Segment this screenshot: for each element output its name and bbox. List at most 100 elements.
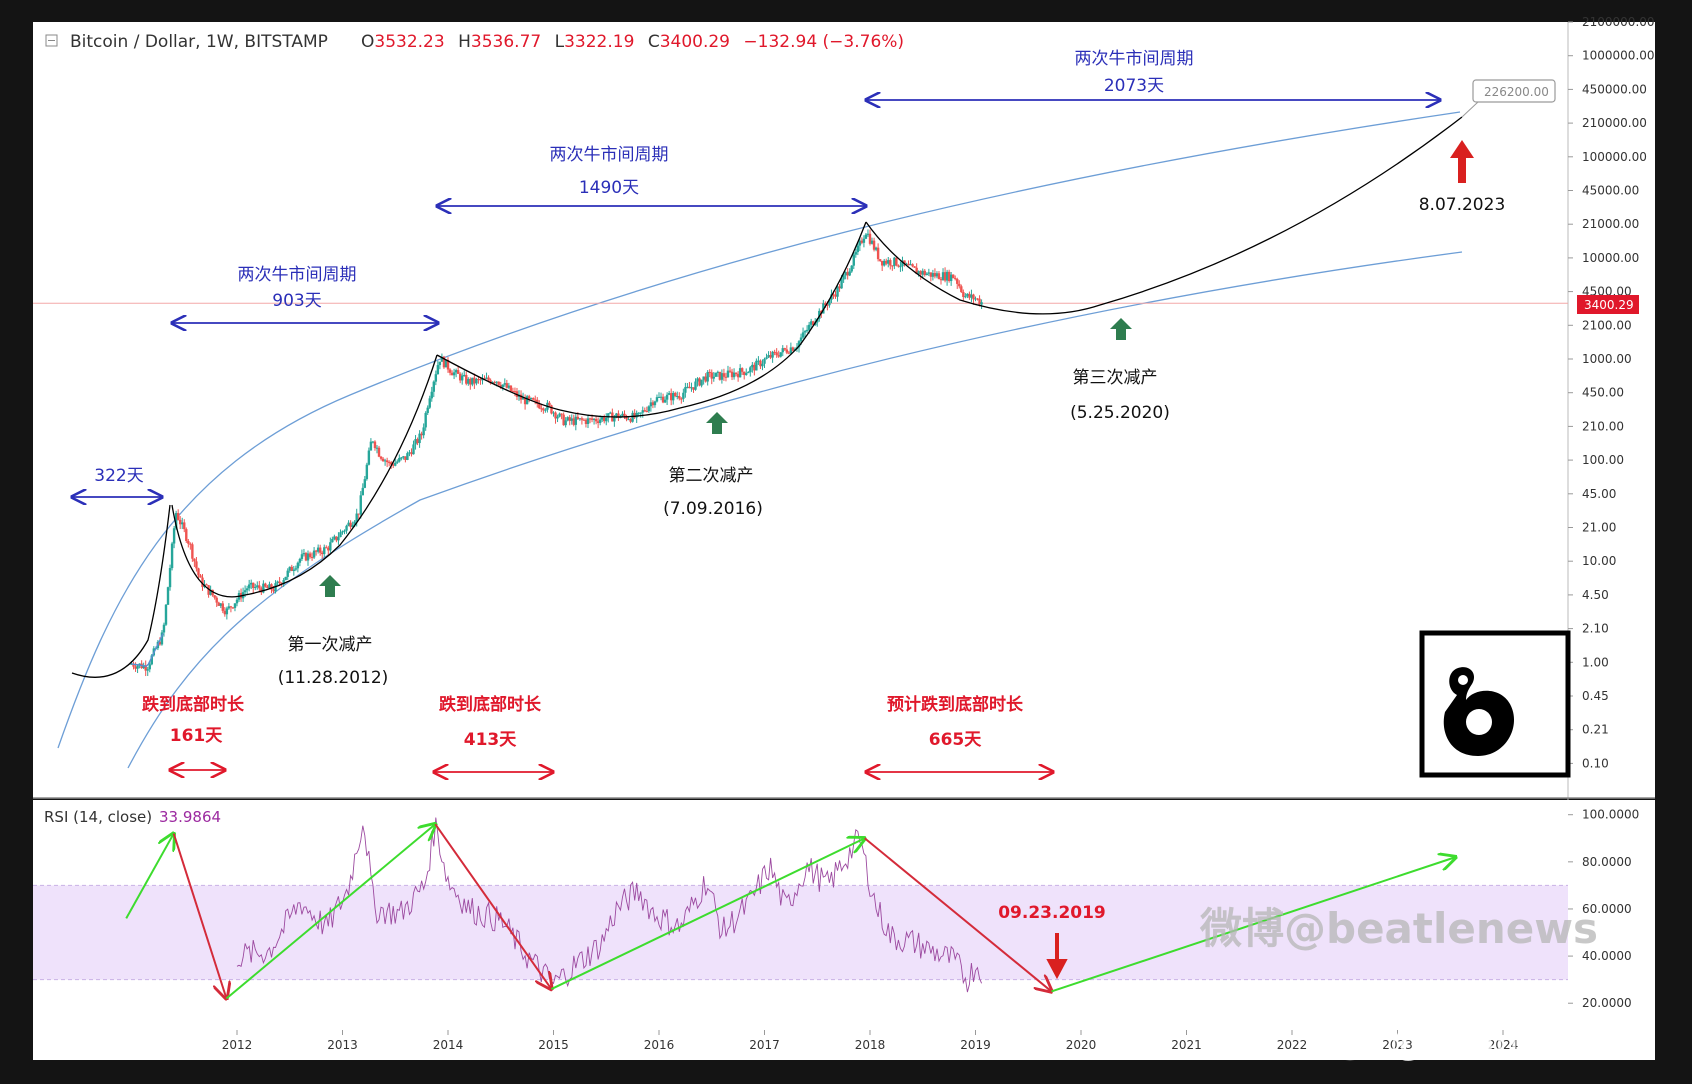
price-candle-body (396, 461, 399, 463)
price-candle-body (966, 293, 969, 297)
time-axis-label: 2014 (433, 1038, 464, 1052)
price-candle-body (394, 462, 397, 466)
price-candle-body (661, 396, 665, 403)
price-candle-body (400, 457, 403, 459)
price-candle-body (312, 550, 316, 558)
price-candle-body (617, 413, 620, 419)
price-candle-body (164, 604, 168, 625)
beatlenews-logo (1419, 630, 1571, 778)
price-candle-body (909, 264, 912, 266)
price-candle-body (197, 568, 200, 576)
time-axis-label: 2024 (1488, 1038, 1519, 1052)
price-candle-body (659, 396, 663, 398)
price-candle-body (134, 666, 137, 669)
price-candle-body (743, 371, 746, 375)
price-candle-body (527, 396, 531, 399)
price-candle-body (702, 376, 705, 380)
open-label: O (361, 32, 374, 52)
price-candle-body (280, 583, 283, 585)
price-candle-body (160, 632, 164, 645)
price-candle-body (730, 371, 734, 378)
price-candle-body (763, 358, 766, 364)
price-candle-body (759, 360, 762, 367)
price-candle-body (256, 585, 259, 588)
price-candle-body (479, 379, 482, 381)
change-value: −132.94 (−3.76%) (743, 32, 904, 52)
rsi-line (236, 817, 983, 993)
price-candle-body (751, 364, 754, 368)
price-candle-body (142, 665, 145, 669)
price-candle-body (870, 240, 874, 244)
price-candle-body (818, 310, 821, 319)
price-candle-body (398, 457, 401, 462)
price-candle-body (844, 272, 847, 276)
price-candle-body (868, 233, 872, 244)
price-candle-body (582, 419, 586, 421)
price-candle-body (887, 260, 890, 264)
price-candle-body (781, 348, 784, 353)
price-candle-body (201, 577, 204, 588)
price-candle-body (917, 271, 920, 275)
price-candle-body (158, 641, 162, 645)
target-price-badge: 226200.00 (1472, 79, 1556, 103)
time-axis-label: 2016 (644, 1038, 675, 1052)
high-label: H (458, 32, 471, 52)
price-candle-body (720, 373, 724, 380)
price-candle-body (339, 532, 342, 538)
price-candle-body (189, 543, 192, 545)
price-candle-body (625, 416, 628, 420)
price-candle-body (684, 387, 687, 393)
price-candle-body (521, 397, 525, 400)
price-candle-body (765, 357, 768, 359)
price-candle-body (803, 331, 807, 333)
header-collapse-icon[interactable] (45, 34, 58, 47)
price-axis-label: 450000.00 (1582, 82, 1647, 96)
price-candle-body (469, 378, 472, 385)
price-candle-body (925, 273, 929, 276)
price-axis-label: 45000.00 (1582, 184, 1639, 198)
price-axis-label: 0.21 (1582, 723, 1609, 737)
price-candle-body (538, 403, 541, 409)
price-candle-body (383, 460, 387, 462)
price-candle-body (298, 558, 302, 563)
price-candle-body (576, 416, 580, 420)
price-candle-body (250, 582, 253, 585)
price-candle-body (627, 419, 630, 421)
price-candle-body (544, 409, 547, 411)
price-candle-body (903, 260, 906, 264)
price-candle-body (150, 655, 153, 665)
price-candle-body (292, 569, 296, 571)
price-candle-body (690, 387, 693, 389)
price-candle-body (822, 303, 825, 314)
price-candle-body (223, 610, 227, 615)
price-candle-body (473, 377, 476, 384)
price-candle-body (231, 607, 235, 609)
price-candle-body (507, 385, 511, 388)
price-candle-body (954, 278, 957, 280)
price-candle-body (943, 272, 947, 281)
price-candle-body (797, 341, 801, 348)
price-candle-body (639, 412, 642, 414)
price-candle-body (956, 279, 959, 284)
price-candle-body (365, 464, 369, 480)
halving-2-date: (7.09.2016) (663, 499, 763, 519)
price-candle-body (980, 302, 983, 305)
rsi-axis-label: 40.0000 (1582, 949, 1632, 963)
price-pane[interactable] (33, 22, 1655, 798)
rsi-axis-label: 100.0000 (1582, 808, 1639, 822)
price-candle-body (854, 252, 857, 255)
price-candle-body (923, 270, 926, 276)
price-axis-label: 1000.00 (1582, 352, 1632, 366)
price-candle-body (655, 397, 659, 402)
price-candle-body (974, 298, 977, 300)
price-candle-body (501, 384, 504, 388)
price-candle-body (647, 406, 651, 412)
price-candle-body (493, 382, 496, 384)
price-candle-body (558, 413, 561, 417)
price-candle-body (191, 544, 194, 559)
price-candle-body (706, 371, 709, 382)
price-candle-body (566, 417, 569, 421)
price-candle-body (193, 558, 196, 562)
price-candle-body (645, 411, 649, 413)
